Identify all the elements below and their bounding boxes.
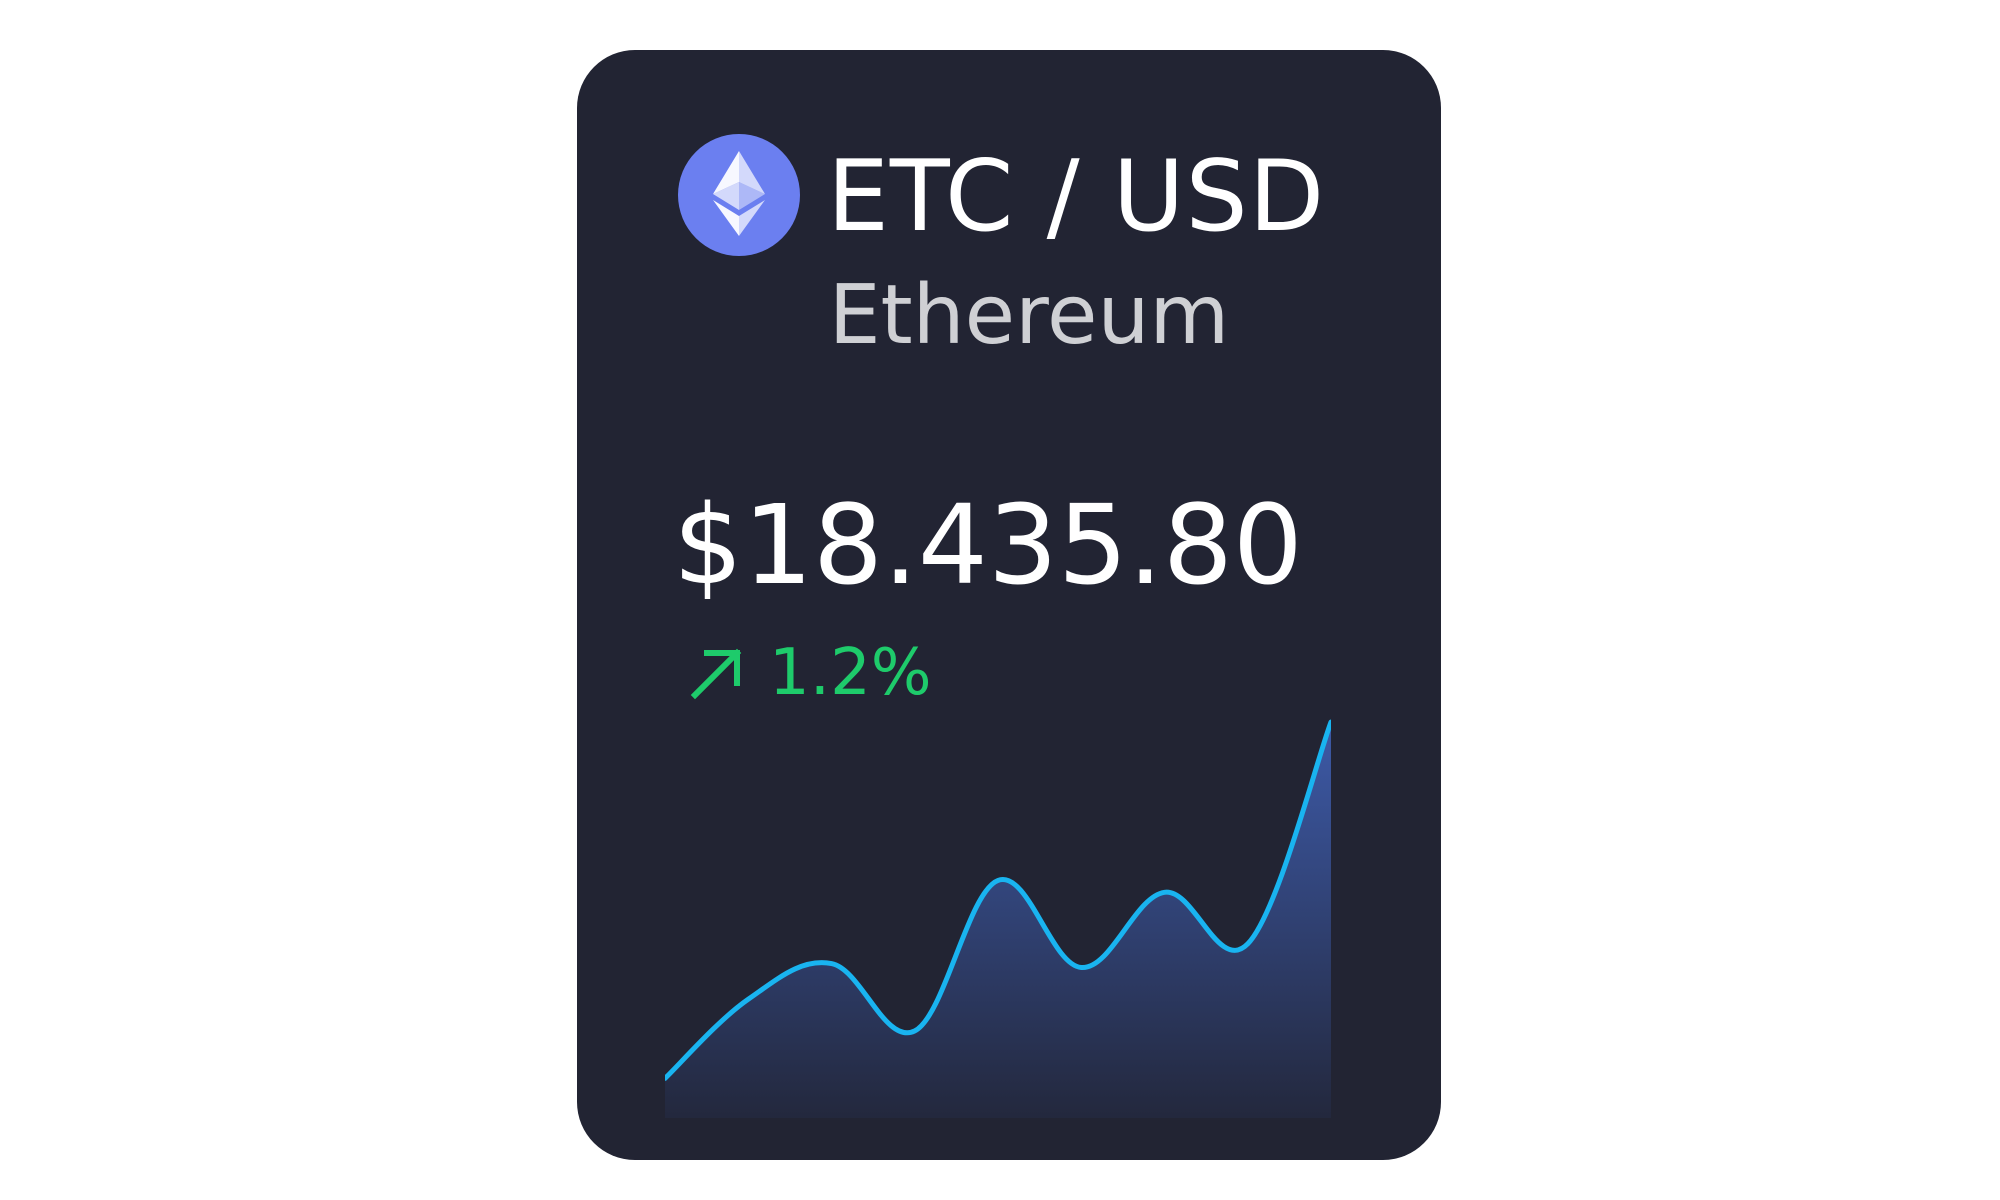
- price-sparkline: [665, 719, 1331, 1118]
- sparkline-line: [665, 719, 1331, 1081]
- price-change: 1.2%: [689, 628, 932, 718]
- arrow-up-right-icon: [690, 648, 742, 700]
- price-change-value: 1.2%: [769, 636, 932, 710]
- sparkline-area: [665, 722, 1331, 1118]
- coin-name: Ethereum: [828, 268, 1230, 363]
- price-value: $18.435.80: [673, 481, 1303, 609]
- pair-title: ETC / USD: [827, 140, 1326, 254]
- ethereum-icon: [678, 134, 800, 256]
- ticker-card[interactable]: ETC / USD Ethereum $18.435.80 1.2%: [577, 50, 1441, 1160]
